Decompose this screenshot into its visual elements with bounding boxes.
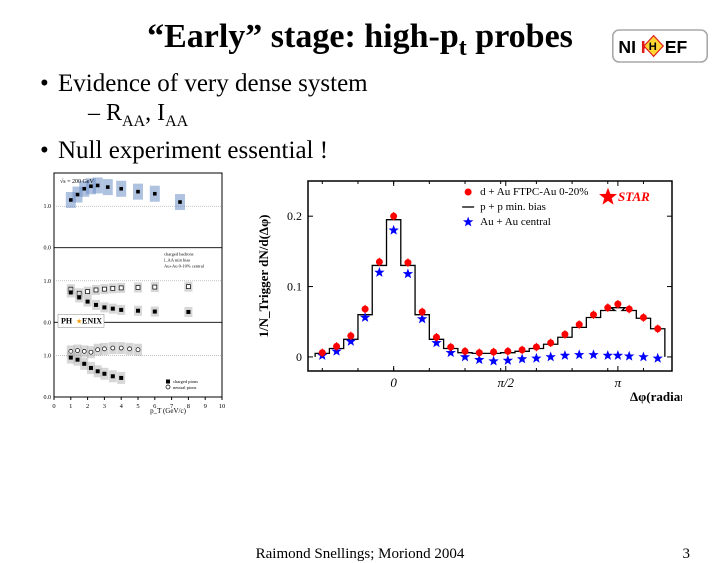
svg-text:3: 3 xyxy=(103,403,106,410)
title-sub: t xyxy=(459,35,467,61)
svg-text:0.1: 0.1 xyxy=(287,279,302,293)
title-post: probes xyxy=(467,18,573,55)
svg-text:NI: NI xyxy=(618,37,636,57)
b2-mid: , I xyxy=(145,100,165,126)
svg-text:π/2: π/2 xyxy=(497,375,514,390)
nikhef-logo: NI K H EF xyxy=(612,26,708,66)
bullet-2: –RAA, IAA xyxy=(88,100,720,131)
b2-sub2: AA xyxy=(165,113,188,130)
bullet-1-text: Evidence of very dense system xyxy=(58,70,368,97)
svg-text:5: 5 xyxy=(136,403,139,410)
svg-text:0: 0 xyxy=(296,350,302,364)
b2-sub1: AA xyxy=(122,113,145,130)
svg-text:d + Au FTPC-Au 0-20%: d + Au FTPC-Au 0-20% xyxy=(480,186,588,198)
svg-text:√s = 200 GeV: √s = 200 GeV xyxy=(60,178,95,185)
svg-text:1/N_Trigger dN/d(Δφ): 1/N_Trigger dN/d(Δφ) xyxy=(256,214,271,337)
bullet-dash: – xyxy=(88,100,106,127)
svg-text:1: 1 xyxy=(69,403,72,410)
svg-text:8: 8 xyxy=(187,403,190,410)
bullet-list: •Evidence of very dense system –RAA, IAA… xyxy=(40,70,720,165)
bullet-3-text: Null experiment essential ! xyxy=(58,137,328,164)
svg-text:EF: EF xyxy=(665,37,688,57)
bullet-3: •Null experiment essential ! xyxy=(40,137,720,165)
svg-text:Au+Au 0-10% central: Au+Au 0-10% central xyxy=(164,263,205,268)
svg-text:p + p min. bias: p + p min. bias xyxy=(480,201,546,213)
left-phenix-chart: 012345678910p_T (GeV/c)0.01.0√s = 200 Ge… xyxy=(28,169,228,415)
svg-text:ENIX: ENIX xyxy=(82,316,102,325)
page-number: 3 xyxy=(683,546,691,563)
svg-text:0: 0 xyxy=(52,403,55,410)
bullet-1: •Evidence of very dense system xyxy=(40,70,720,98)
svg-text:1.0: 1.0 xyxy=(44,278,52,284)
charts-row: 012345678910p_T (GeV/c)0.01.0√s = 200 Ge… xyxy=(28,169,720,415)
svg-text:0.0: 0.0 xyxy=(44,320,52,326)
svg-text:p_T (GeV/c): p_T (GeV/c) xyxy=(150,407,186,415)
title-pre: “Early” stage: high-p xyxy=(147,18,459,55)
svg-text:charged pions: charged pions xyxy=(173,379,198,384)
svg-text:PH: PH xyxy=(61,316,73,325)
svg-text:l_AA min bias: l_AA min bias xyxy=(164,257,190,262)
b2-pre: R xyxy=(106,100,122,126)
bullet-dot: • xyxy=(40,70,58,98)
right-star-chart: 0 0.1 0.2 0 π/2 π 1/N_Trigger dN/d(Δφ) Δφ(radia… xyxy=(252,171,682,405)
svg-text:0.0: 0.0 xyxy=(44,395,52,401)
svg-text:1.0: 1.0 xyxy=(44,204,52,210)
svg-text:STAR: STAR xyxy=(618,189,650,204)
footer-text: Raimond Snellings; Moriond 2004 xyxy=(256,546,465,563)
svg-text:0: 0 xyxy=(390,375,397,390)
svg-text:10: 10 xyxy=(219,403,226,410)
svg-text:H: H xyxy=(649,41,657,53)
svg-text:Δφ(radians): Δφ(radians) xyxy=(630,389,682,404)
svg-text:1.0: 1.0 xyxy=(44,353,52,359)
svg-text:4: 4 xyxy=(120,403,124,410)
svg-text:2: 2 xyxy=(86,403,89,410)
svg-text:Au + Au central: Au + Au central xyxy=(480,216,551,228)
svg-text:0.2: 0.2 xyxy=(287,209,302,223)
svg-text:9: 9 xyxy=(204,403,207,410)
svg-text:charged hadrons: charged hadrons xyxy=(164,251,194,256)
bullet-dot: • xyxy=(40,137,58,165)
svg-text:π: π xyxy=(615,375,622,390)
svg-text:neutral pions: neutral pions xyxy=(173,385,197,390)
svg-text:0.0: 0.0 xyxy=(44,245,52,251)
